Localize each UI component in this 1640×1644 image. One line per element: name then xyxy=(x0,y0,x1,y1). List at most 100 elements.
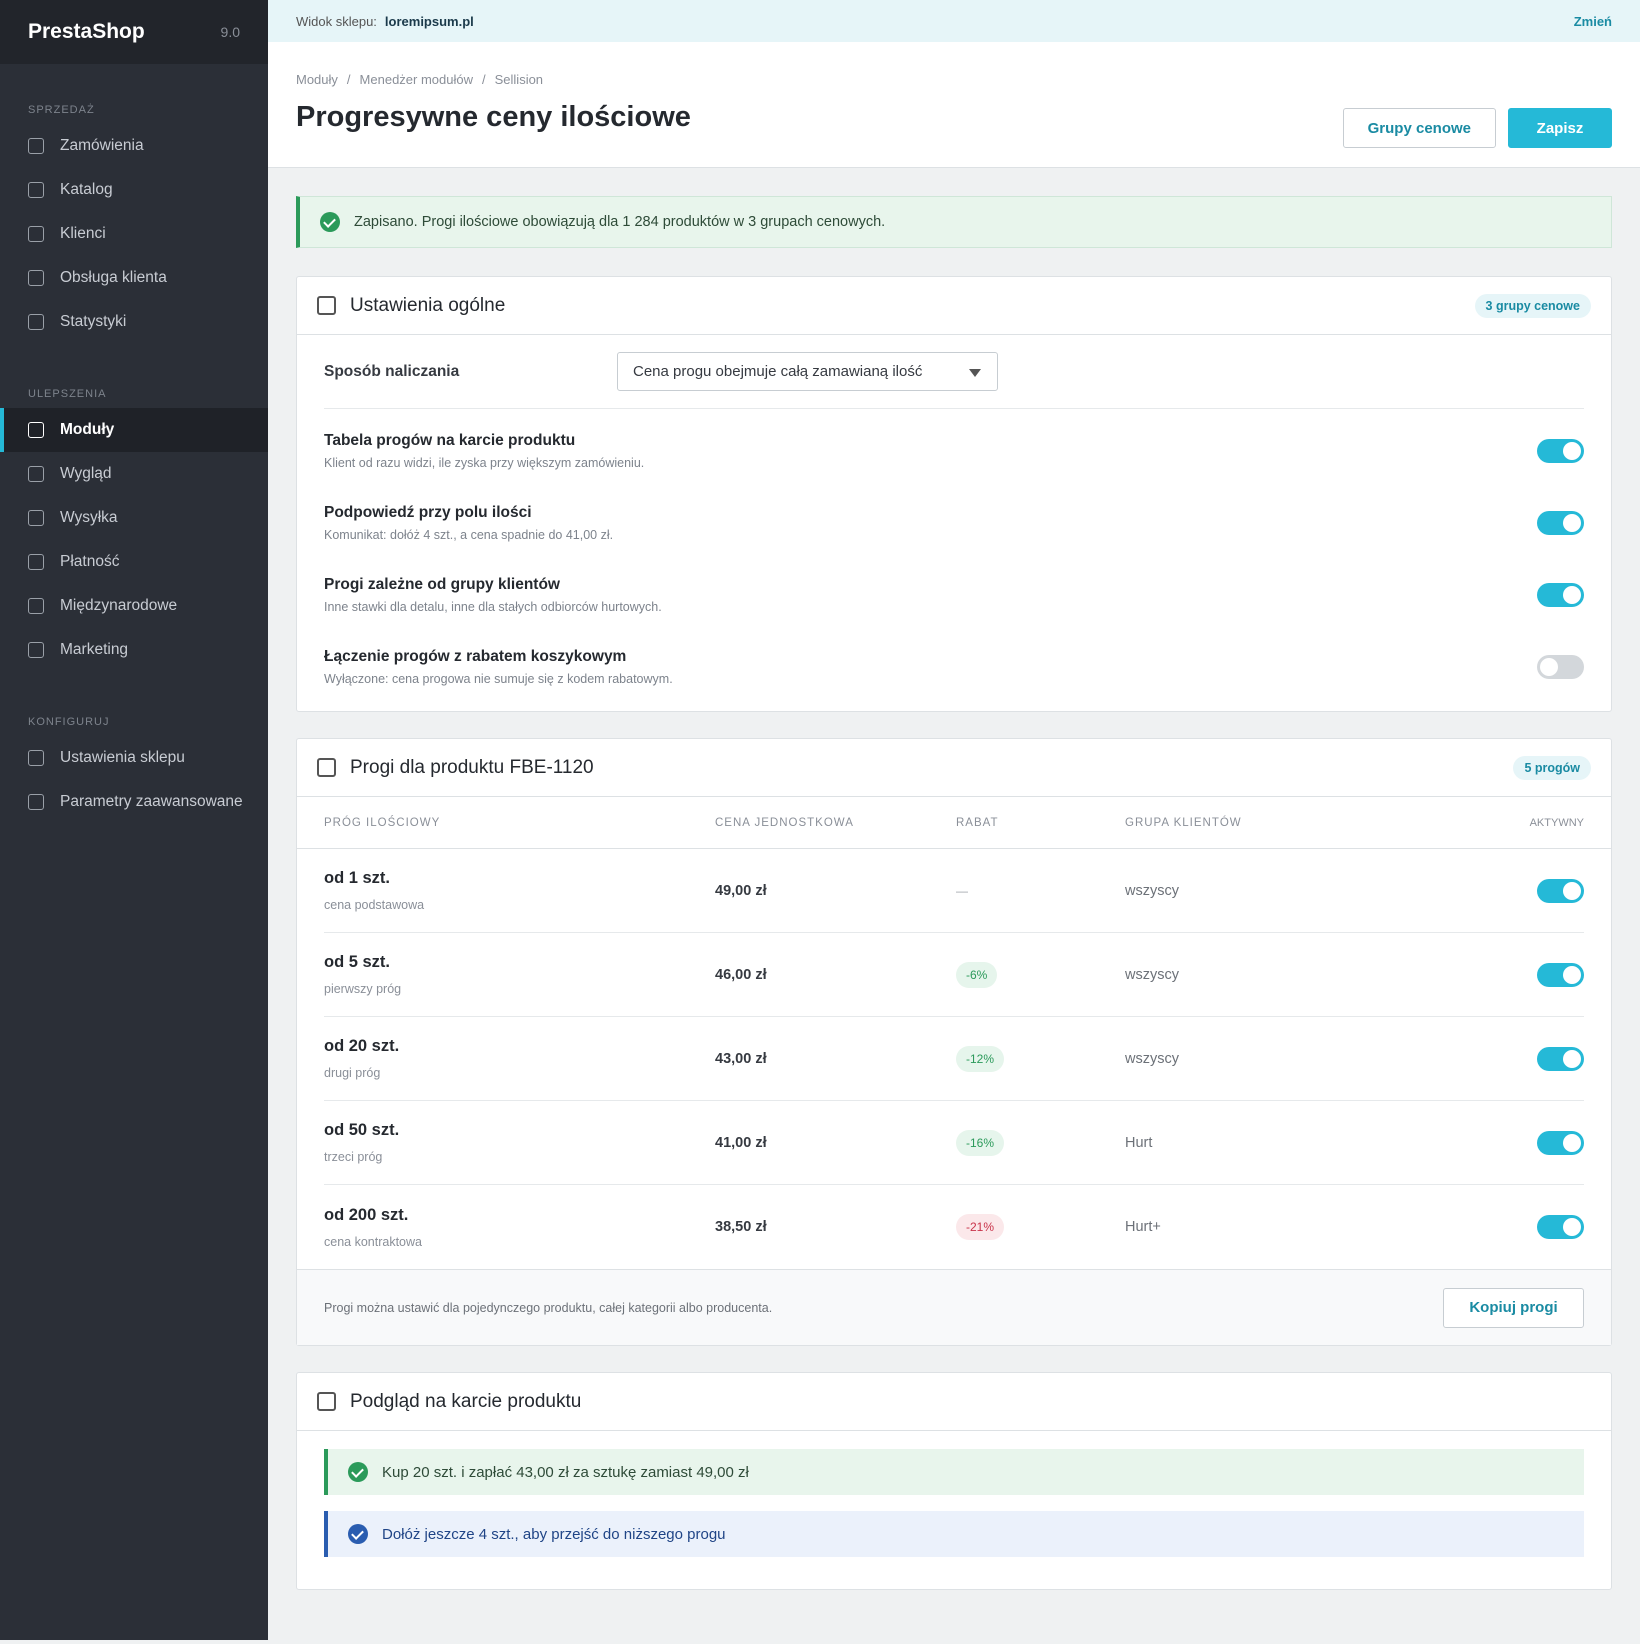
threshold-note: drugi próg xyxy=(324,1066,381,1080)
breadcrumb-item[interactable]: Sellision xyxy=(473,72,543,87)
threshold: od 20 szt. xyxy=(324,1037,400,1055)
column-header: PRÓG ILOŚCIOWY xyxy=(324,816,441,829)
setting-description: Klient od razu widzi, ile zyska przy wię… xyxy=(324,456,645,470)
card-title: Ustawienia ogólne xyxy=(350,294,506,316)
threshold-cell: od 50 szt. trzeci próg xyxy=(324,1121,715,1164)
nav-section: ULEPSZENIA xyxy=(28,388,107,400)
nav-item[interactable]: Płatność xyxy=(0,540,268,584)
toggle[interactable] xyxy=(1537,962,1584,987)
setting-label: Progi zależne od grupy klientów xyxy=(324,576,560,593)
setting: Łączenie progów z rabatem koszykowym Wyłą… xyxy=(297,631,1611,703)
table-body: od 1 szt. cena podstawowa 49,00 zł — wszyscy… xyxy=(297,849,1611,1269)
button[interactable]: Grupy cenowe xyxy=(1342,108,1496,148)
nav-item[interactable]: Ustawienia sklepu xyxy=(0,736,268,780)
nav-item[interactable]: Moduły xyxy=(0,408,268,452)
breadcrumb: ModułyMenedżer modułówSellision xyxy=(296,42,1612,87)
card-header: Ustawienia ogólne 3 grupy cenowe xyxy=(297,277,1611,335)
setting: Progi zależne od grupy klientów Inne staw… xyxy=(297,559,1611,631)
card-title: Podgląd na karcie produktu xyxy=(350,1390,582,1412)
preview-message: Kup 20 szt. i zapłać 43,00 zł za sztukę … xyxy=(324,1449,1584,1495)
column-header: AKTYWNY xyxy=(1529,816,1584,829)
price: 46,00 zł xyxy=(715,966,767,983)
customer-group: wszyscy xyxy=(1125,882,1179,899)
toggle[interactable] xyxy=(1537,655,1584,679)
nav-item[interactable]: Międzynarodowe xyxy=(0,584,268,628)
nav-item[interactable]: Marketing xyxy=(0,628,268,672)
column-header: RABAT xyxy=(956,816,999,829)
threshold-cell: od 5 szt. pierwszy próg xyxy=(324,953,715,996)
toggle[interactable] xyxy=(1537,878,1584,903)
setting-label: Podpowiedź przy polu ilości xyxy=(324,504,532,521)
toggle[interactable] xyxy=(1537,439,1584,463)
discount-cell: -12% xyxy=(956,1045,1125,1072)
discount: -21% xyxy=(956,1214,1005,1240)
threshold-note: cena podstawowa xyxy=(324,898,425,912)
badge: 3 grupy cenowe xyxy=(1474,293,1591,318)
success-alert: Zapisano. Progi ilościowe obowiązują dla… xyxy=(296,196,1612,248)
column-header: CENA JEDNOSTKOWA xyxy=(715,816,854,829)
nav-section: SPRZEDAŻ xyxy=(28,104,95,116)
discount-cell: -21% xyxy=(956,1214,1125,1240)
customer-group: Hurt+ xyxy=(1125,1219,1161,1235)
save-button[interactable]: Zapisz xyxy=(1508,108,1612,148)
card: Ustawienia ogólne 3 grupy cenowe Sposób n… xyxy=(296,276,1612,712)
setting-text: Progi zależne od grupy klientów Inne staw… xyxy=(324,576,662,614)
customer-group: Hurt xyxy=(1125,1134,1153,1151)
table-row: od 200 szt. cena kontraktowa 38,50 zł -21% H… xyxy=(324,1185,1584,1269)
threshold-cell: od 1 szt. cena podstawowa xyxy=(324,869,715,912)
select[interactable]: Cena progu obejmuje całą zamawianą ilość xyxy=(617,352,998,391)
discount: -16% xyxy=(956,1129,1005,1156)
column-header: GRUPA KLIENTÓW xyxy=(1125,816,1242,829)
setting-label: Tabela progów na karcie produktu xyxy=(324,432,576,449)
price: 41,00 zł xyxy=(715,1134,767,1151)
nav-item[interactable]: Klienci xyxy=(0,212,268,256)
setting-text: Łączenie progów z rabatem koszykowym Wyłą… xyxy=(324,648,673,686)
toggle[interactable] xyxy=(1537,1130,1584,1155)
page-title: Progresywne ceny ilościowe xyxy=(296,101,691,133)
nav-item[interactable]: Katalog xyxy=(0,168,268,212)
alert-text: Zapisano. Progi ilościowe obowiązują dla… xyxy=(354,214,886,230)
toggle[interactable] xyxy=(1537,583,1584,607)
nav-item[interactable]: Obsługa klienta xyxy=(0,256,268,300)
icon xyxy=(348,1524,368,1544)
nav-item[interactable]: Wysyłka xyxy=(0,496,268,540)
threshold: od 200 szt. xyxy=(324,1205,409,1224)
content: Zapisano. Progi ilościowe obowiązują dla… xyxy=(268,168,1640,1644)
shop[interactable]: loremipsum.pl xyxy=(384,13,474,29)
threshold-cell: od 200 szt. cena kontraktowa xyxy=(324,1206,715,1249)
preview-message: Dołóż jeszcze 4 szt., aby przejść do niż… xyxy=(324,1511,1584,1557)
table-header: PRÓG ILOŚCIOWY CENA JEDNOSTKOWA RABAT GRUPA… xyxy=(297,797,1611,849)
nav-item[interactable]: Parametry zaawansowane xyxy=(0,780,268,824)
table-row: od 1 szt. cena podstawowa 49,00 zł — wszyscy xyxy=(324,849,1584,933)
table-row: od 20 szt. drugi próg 43,00 zł -12% wszyscy xyxy=(324,1017,1584,1101)
copy-button[interactable]: Kopiuj progi xyxy=(1443,1287,1584,1328)
change-link[interactable]: Zmień xyxy=(1573,13,1612,29)
threshold-note: cena kontraktowa xyxy=(324,1234,422,1249)
customer-group: wszyscy xyxy=(1125,966,1179,983)
field-label: Sposób naliczania xyxy=(324,362,460,380)
brand-name: PrestaShop xyxy=(28,20,145,43)
threshold: od 50 szt. xyxy=(324,1121,400,1139)
card: Podgląd na karcie produktu Kup 20 szt. i… xyxy=(296,1372,1612,1590)
nav-section: KONFIGURUJ xyxy=(28,716,110,728)
nav-item[interactable]: Wygląd xyxy=(0,452,268,496)
price: 43,00 zł xyxy=(715,1050,767,1067)
settings: Tabela progów na karcie produktu Klient o… xyxy=(297,409,1611,711)
card-header: Podgląd na karcie produktu xyxy=(297,1373,1611,1431)
breadcrumb-item[interactable]: Moduły xyxy=(296,72,338,87)
nav: SPRZEDAŻ Zamówienia Katalog Klienci Obsługa … xyxy=(0,104,268,824)
toggle[interactable] xyxy=(1537,1215,1584,1239)
brand: PrestaShop 9.0 xyxy=(0,0,268,64)
icon xyxy=(348,1462,368,1482)
discount-cell: -16% xyxy=(956,1129,1125,1156)
setting: Podpowiedź przy polu ilości Komunikat: do… xyxy=(297,487,1611,559)
breadcrumb-item[interactable]: Menedżer modułów xyxy=(338,72,473,87)
toggle[interactable] xyxy=(1537,511,1584,535)
nav-item[interactable]: Zamówienia xyxy=(0,124,268,168)
badge: 5 progów xyxy=(1513,755,1591,780)
toggle[interactable] xyxy=(1537,1046,1584,1071)
price: 38,50 zł xyxy=(715,1219,767,1235)
sidebar: PrestaShop 9.0 SPRZEDAŻ Zamówienia Katalog K… xyxy=(0,0,268,1640)
header-actions: Grupy cenowe Zapisz xyxy=(1342,108,1612,148)
nav-item[interactable]: Statystyki xyxy=(0,300,268,344)
